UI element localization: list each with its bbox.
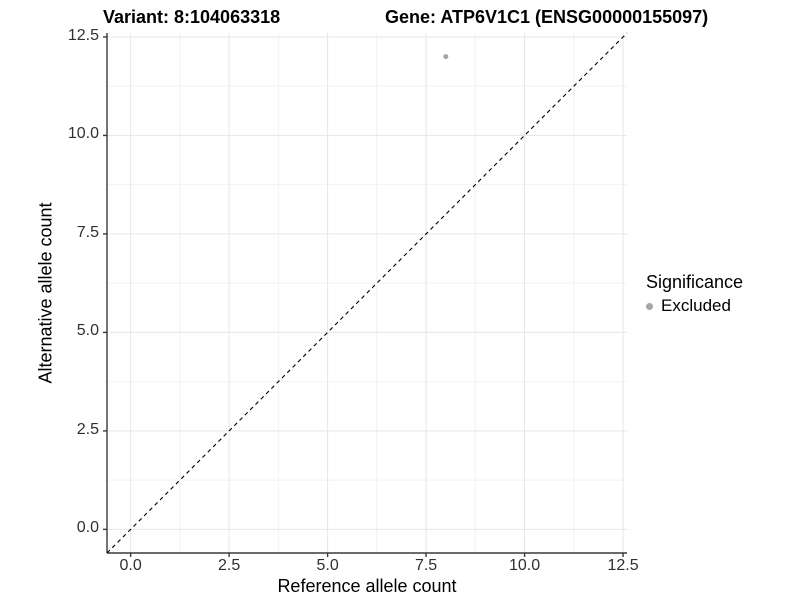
x-tick-label: 2.5 [217,557,241,574]
y-tick-label: 2.5 [76,420,99,438]
y-tick-label: 12.5 [67,26,99,44]
x-tick-label: 0.0 [119,557,142,574]
y-tick-label: 10.0 [67,125,99,143]
x-axis-title: Reference allele count [277,576,457,596]
legend-item-label: Excluded [661,296,731,315]
legend: Significance Excluded [646,272,743,316]
data-point [443,54,449,60]
variant-title: Variant: 8:104063318 [103,7,281,27]
x-tick-label: 12.5 [607,557,639,574]
x-tick-label: 10.0 [508,557,541,574]
y-tick-label: 7.5 [76,223,99,241]
gene-title: Gene: ATP6V1C1 (ENSG00000155097) [385,7,709,27]
x-tick-label: 5.0 [316,557,339,574]
legend-title: Significance [646,272,744,292]
x-tick-label: 7.5 [414,557,438,574]
identity-reference-line [106,32,628,554]
legend-item-excluded: Excluded [646,296,743,316]
y-tick-label: 5.0 [76,322,99,340]
excluded-point-icon [646,302,653,310]
y-tick-label: 0.0 [76,519,99,537]
